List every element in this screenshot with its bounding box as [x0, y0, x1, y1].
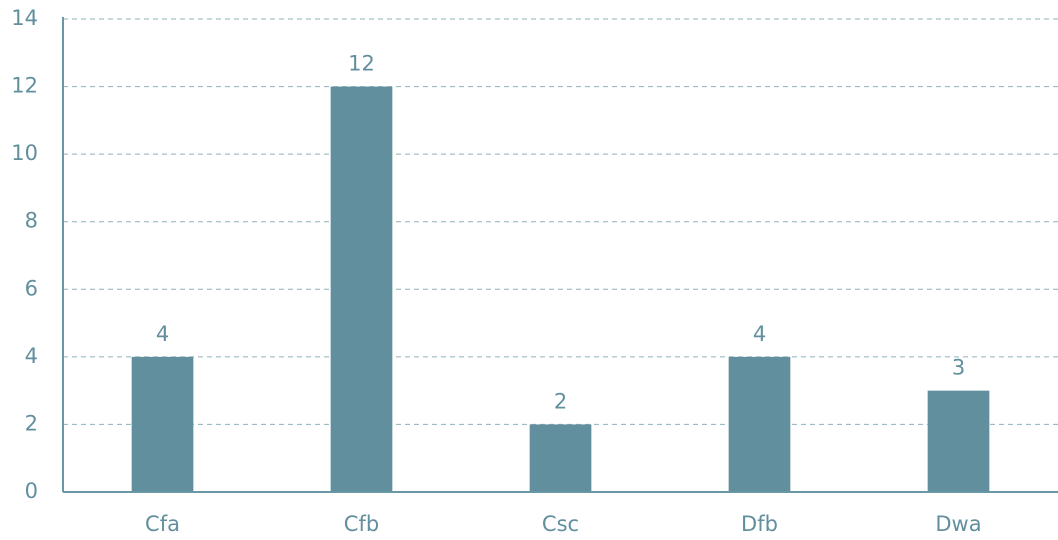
data-label: 4: [156, 322, 169, 346]
data-label: 2: [554, 389, 567, 413]
y-tick-label: 2: [25, 411, 38, 435]
bar: [330, 86, 393, 493]
x-tick-label: Dfb: [741, 512, 778, 536]
bar: [728, 356, 791, 492]
x-tick-label: Cfb: [344, 512, 379, 536]
y-tick-label: 8: [25, 209, 38, 233]
data-label: 3: [952, 356, 965, 380]
y-tick-label: 0: [25, 479, 38, 503]
y-tick-label: 10: [11, 141, 38, 165]
bar: [927, 390, 990, 492]
x-tick-label: Csc: [542, 512, 579, 536]
bar: [131, 356, 194, 492]
data-label: 12: [348, 52, 375, 76]
x-tick-label: Dwa: [935, 512, 981, 536]
data-label: 4: [753, 322, 766, 346]
x-tick-label: Cfa: [145, 512, 180, 536]
bar: [529, 424, 592, 492]
y-tick-label: 14: [11, 6, 38, 30]
y-tick-label: 12: [11, 74, 38, 98]
y-tick-label: 6: [25, 276, 38, 300]
y-tick-label: 4: [25, 344, 38, 368]
